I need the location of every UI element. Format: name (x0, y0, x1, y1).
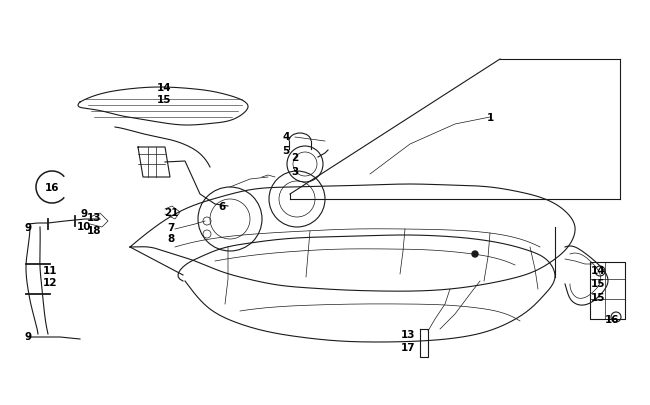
Text: 21: 21 (164, 207, 178, 217)
Text: 13: 13 (86, 213, 101, 222)
Text: 2: 2 (291, 153, 298, 162)
Text: 6: 6 (218, 202, 226, 211)
Text: 5: 5 (282, 146, 290, 156)
Text: 7: 7 (167, 222, 175, 232)
Text: 3: 3 (291, 166, 298, 177)
Text: 16: 16 (604, 314, 619, 324)
Text: 15: 15 (157, 95, 171, 105)
Text: 13: 13 (401, 329, 415, 339)
Text: 9: 9 (25, 222, 32, 232)
Text: 15: 15 (591, 278, 605, 288)
Text: 9: 9 (25, 331, 32, 341)
Text: 15: 15 (591, 292, 605, 302)
Text: 11: 11 (43, 265, 57, 275)
Text: 1: 1 (486, 113, 493, 123)
Text: 17: 17 (400, 342, 415, 352)
Text: 16: 16 (45, 183, 59, 192)
Circle shape (472, 252, 478, 257)
Text: 18: 18 (86, 226, 101, 235)
Text: 8: 8 (168, 233, 175, 243)
Text: 4: 4 (282, 132, 290, 142)
Text: 10: 10 (77, 222, 91, 231)
Text: 9: 9 (81, 209, 88, 218)
Text: 14: 14 (591, 265, 605, 275)
Text: 12: 12 (43, 277, 57, 287)
Text: 14: 14 (157, 83, 172, 93)
